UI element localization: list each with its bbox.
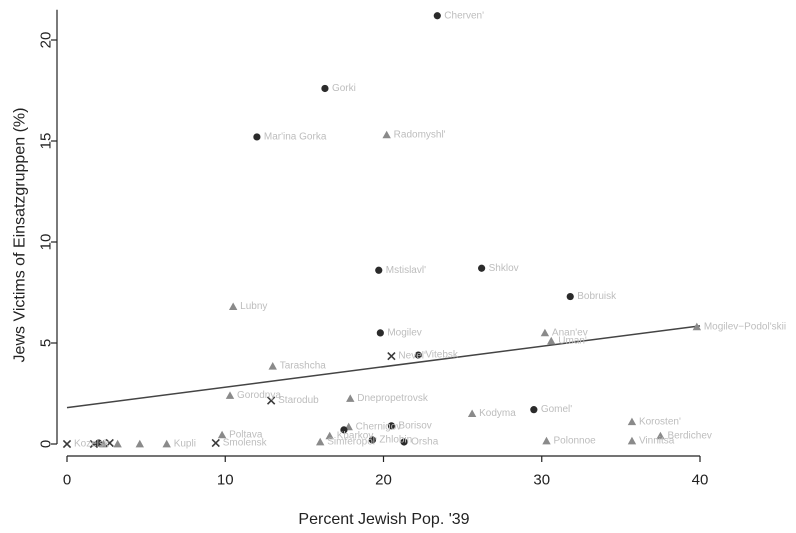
point-triangle <box>135 439 144 448</box>
x-tick-label: 0 <box>63 472 71 489</box>
point-label: Mar'ina Gorka <box>264 131 327 142</box>
point-triangle <box>382 130 391 139</box>
x-tick-label: 10 <box>217 472 234 489</box>
y-tick-label: 10 <box>38 234 55 251</box>
point-label: Zhlobin <box>379 434 412 445</box>
point-label: Dnepropetrovsk <box>357 393 429 404</box>
y-axis: 0 5 10 15 20 <box>38 9 58 448</box>
x-tick-label: 30 <box>533 472 550 489</box>
point-triangle <box>325 431 334 440</box>
point-circle <box>400 438 408 446</box>
point-label: Gorki <box>332 83 356 94</box>
point-cross <box>62 439 72 449</box>
point-circle <box>387 422 396 430</box>
point-label: Polonnoe <box>553 435 596 446</box>
point-triangle <box>467 409 477 418</box>
cross-stroke <box>105 438 114 448</box>
point-label: Mstislavl' <box>386 265 426 276</box>
x-tick-label: 20 <box>375 472 392 489</box>
x-axis: 0 10 20 30 40 <box>63 455 709 489</box>
point-triangle <box>316 437 325 446</box>
point-label: Mogilev <box>387 327 421 338</box>
fit-line-group <box>66 325 701 409</box>
point-label: Gorodnya <box>237 390 281 401</box>
point-label: Anan'ev <box>552 327 588 338</box>
point-circle <box>321 84 329 93</box>
point-label: Borisov <box>398 420 431 431</box>
point-label: Korosten' <box>639 416 681 427</box>
y-tick-label: 0 <box>38 440 55 448</box>
point-label: Radomyshl' <box>394 129 446 140</box>
point-cross <box>387 351 396 361</box>
point-circle <box>253 133 261 141</box>
point-label: Chernigov <box>356 421 402 432</box>
point-label: Uman' <box>558 335 587 346</box>
point-label: Smolensk <box>223 437 268 448</box>
point-circle <box>95 439 103 447</box>
point-label: Lubny <box>240 301 267 312</box>
y-axis-title: Jews Victims of Einsatzgruppen (%) <box>12 108 29 363</box>
point-triangle <box>346 394 355 402</box>
point-label: Kharkov <box>337 430 374 441</box>
point-label: Berdichev <box>667 430 711 441</box>
point-circle <box>375 266 383 274</box>
cross-stroke <box>387 351 396 361</box>
point-cross <box>105 438 114 448</box>
point-triangle <box>656 431 665 440</box>
point-labels: Cherven' Gorki Mar'ina Gorka Radomyshl' Msti… <box>74 10 786 449</box>
point-circle <box>433 12 441 20</box>
point-label: Kozelsk <box>74 439 110 450</box>
point-triangle <box>627 436 637 445</box>
point-circle <box>414 351 422 359</box>
point-triangle <box>627 417 637 426</box>
point-circle <box>376 329 384 337</box>
point-cross <box>266 396 276 405</box>
point-label: Orsha <box>411 436 439 447</box>
point-label: Bobruisk <box>577 291 617 302</box>
point-circle <box>530 406 538 414</box>
fit-line <box>66 325 701 409</box>
y-tick-label: 15 <box>38 133 55 150</box>
point-triangle <box>268 362 277 370</box>
x-axis-title: Percent Jewish Pop. '39 <box>298 511 469 528</box>
point-circle <box>478 264 486 272</box>
point-label: Tarashcha <box>280 361 327 372</box>
point-triangle <box>225 391 235 399</box>
cross-stroke <box>62 439 72 449</box>
point-circle <box>340 426 348 434</box>
y-tick-label: 20 <box>38 32 55 49</box>
point-triangle <box>547 336 556 345</box>
point-label: Vitebsk <box>425 350 459 361</box>
point-label: Cherven' <box>444 10 484 21</box>
point-label: Mogilev−Podol'skii <box>704 321 786 332</box>
point-triangle <box>692 322 702 331</box>
point-triangle <box>217 430 227 439</box>
point-circle <box>368 436 377 444</box>
y-tick-label: 5 <box>38 339 55 347</box>
point-cross <box>211 438 220 448</box>
point-label: Kodyma <box>479 408 516 419</box>
point-label: Simferopol' <box>327 436 377 447</box>
point-triangle <box>99 439 108 448</box>
cross-stroke <box>266 396 276 405</box>
point-triangle <box>540 328 550 337</box>
point-triangle <box>542 436 551 445</box>
point-triangle <box>228 302 238 310</box>
point-label: Kupli <box>174 439 196 450</box>
point-label: Vinnitsa <box>639 435 675 446</box>
point-triangle <box>162 439 171 448</box>
data-points <box>62 12 702 449</box>
point-triangle <box>113 439 122 448</box>
point-label: Gomel' <box>541 404 572 415</box>
cross-stroke <box>211 438 220 448</box>
point-label: Nevel' <box>398 351 426 362</box>
x-tick-label: 40 <box>692 472 709 489</box>
point-label: Poltava <box>229 429 263 440</box>
point-label: Starodub <box>278 395 319 406</box>
point-label: Shklov <box>489 263 519 274</box>
point-circle <box>566 292 574 301</box>
